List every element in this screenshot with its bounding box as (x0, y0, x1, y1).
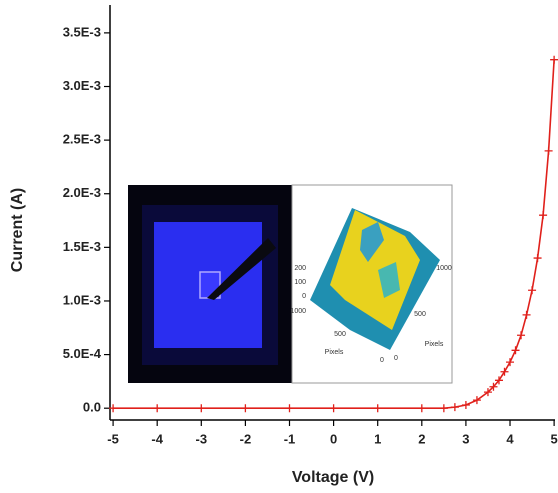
data-marker (330, 404, 338, 412)
inset-axis-label: Pixels (325, 349, 344, 356)
data-marker (440, 404, 448, 412)
data-marker (241, 404, 249, 412)
inset-tick: 500 (414, 311, 426, 318)
y-tick-label: 2.5E-3 (63, 132, 101, 147)
data-marker (545, 147, 553, 155)
chart: Voltage (V) Current (A) 0.0 5.0E-4 1.0E-3 1… (0, 0, 558, 493)
inset-axis-label: Pixels (425, 341, 444, 348)
data-marker (539, 211, 547, 219)
data-marker (501, 368, 509, 376)
x-tick-label: -4 (151, 431, 163, 446)
x-tick-label: 3 (462, 431, 469, 446)
data-marker (506, 358, 514, 366)
data-marker (534, 254, 542, 262)
inset: 200 100 0 1000 500 0 1000 500 0 Pixels P… (128, 185, 452, 383)
x-tick-label: 5 (551, 431, 558, 446)
data-marker (523, 311, 531, 319)
x-tick-label: -3 (196, 431, 208, 446)
data-marker (153, 404, 161, 412)
y-tick-label: 0.0 (83, 400, 101, 415)
y-tick-label: 1.5E-3 (63, 239, 101, 254)
data-marker (528, 286, 536, 294)
inset-tick: 500 (334, 331, 346, 338)
x-tick-label: -2 (240, 431, 252, 446)
inset-tick: 0 (302, 293, 306, 300)
inset-tick: 100 (294, 279, 306, 286)
data-marker (517, 331, 525, 339)
x-tick-label: -5 (107, 431, 119, 446)
y-tick-label: 1.0E-3 (63, 292, 101, 307)
x-tick-label: 2 (418, 431, 425, 446)
data-marker (197, 404, 205, 412)
y-tick-label: 3.5E-3 (63, 24, 101, 39)
x-tick-label: 0 (330, 431, 337, 446)
data-marker (285, 404, 293, 412)
inset-tick: 1000 (290, 308, 306, 315)
inset-tick: 1000 (436, 265, 452, 272)
data-marker (550, 56, 558, 64)
y-tick-label: 2.0E-3 (63, 185, 101, 200)
x-tick-label: -1 (284, 431, 296, 446)
data-marker (512, 346, 520, 354)
x-axis-label: Voltage (V) (292, 469, 374, 486)
data-marker (374, 404, 382, 412)
inset-tick: 200 (294, 265, 306, 272)
inset-tick: 0 (380, 357, 384, 364)
data-marker (451, 403, 459, 411)
y-tick-label: 3.0E-3 (63, 78, 101, 93)
data-marker (418, 404, 426, 412)
data-marker (462, 401, 470, 409)
y-tick-label: 5.0E-4 (63, 346, 102, 361)
y-axis-label: Current (A) (9, 188, 26, 272)
x-tick-label: 4 (506, 431, 514, 446)
inset-tick: 0 (394, 355, 398, 362)
x-tick-label: 1 (374, 431, 381, 446)
